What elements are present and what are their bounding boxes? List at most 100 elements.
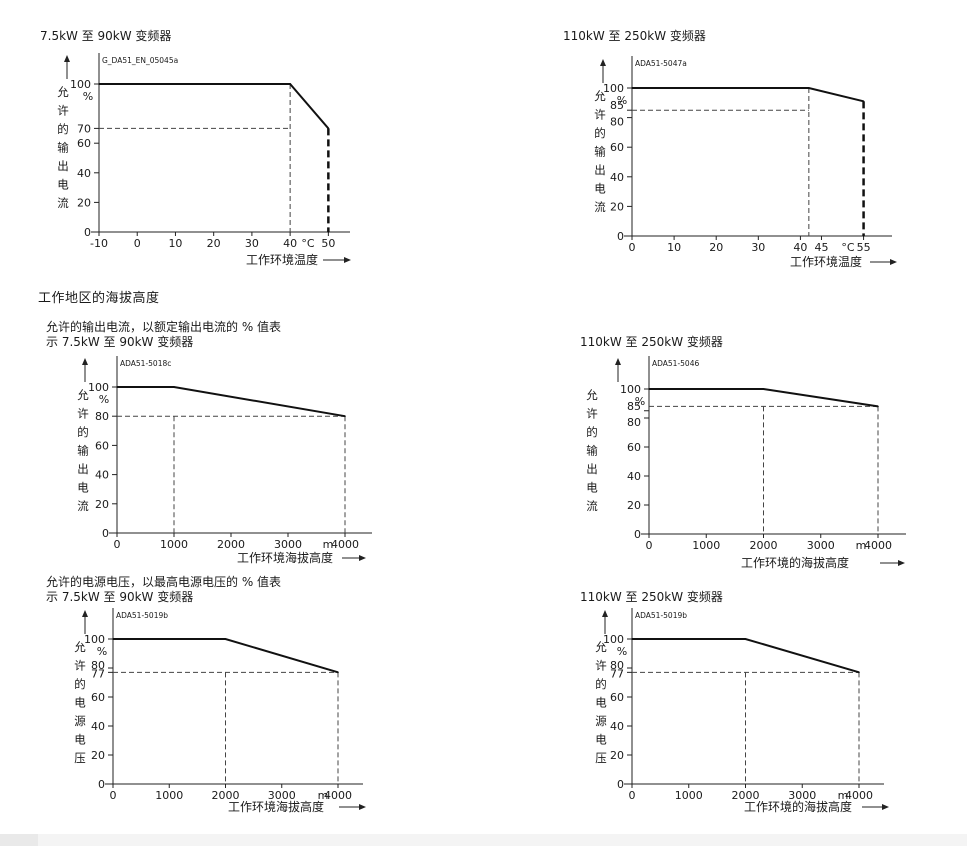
y-arrow-head-icon: [64, 55, 70, 62]
data-point: [808, 87, 810, 89]
x-axis-label: 工作环境的海拔高度: [741, 555, 849, 570]
y-tick-label: 0: [84, 226, 91, 239]
data-point: [858, 671, 860, 674]
x-tick-label: 2000: [750, 539, 778, 552]
x-tick-label: 3000: [807, 539, 835, 552]
x-tick-label: -10: [90, 237, 108, 250]
y-tick-label: 40: [610, 720, 624, 733]
x-tick-label: 10: [667, 241, 681, 254]
y-tick-label: 20: [91, 749, 105, 762]
x-unit-label: m: [323, 538, 334, 551]
x-tick-label: 30: [751, 241, 765, 254]
data-point: [344, 415, 346, 418]
chart-code-label: ADA51-5047a: [635, 59, 687, 68]
y-tick-label: 70: [77, 122, 91, 135]
x-tick-label: 4000: [845, 789, 873, 802]
chart-5-heading-line2: 示 7.5kW 至 90kW 变频器: [46, 590, 194, 604]
chart-2: ADA51-5047a 允许的输出电流 0 20 40 60 80 85 100% 0 10 20 30…: [594, 56, 897, 269]
x-tick-label: 30: [245, 237, 259, 250]
x-tick-label: 3000: [788, 789, 816, 802]
y-unit-label: %: [99, 393, 109, 406]
y-axis-label: 允许的输出电流: [594, 89, 606, 214]
y-tick-label: 85: [610, 99, 624, 112]
x-tick-label: 40: [793, 241, 807, 254]
x-unit-label: °C: [301, 237, 315, 250]
data-point: [112, 638, 114, 640]
y-unit-label: %: [635, 395, 645, 408]
data-point: [862, 100, 865, 103]
data-point: [762, 388, 765, 390]
data-point: [648, 388, 650, 390]
y-tick-label: 60: [91, 691, 105, 704]
x-tick-label: 0: [134, 237, 141, 250]
chart-6-heading: 110kW 至 250kW 变频器: [580, 590, 723, 604]
data-point: [862, 235, 865, 237]
y-axis-label: 允许的输出电流: [57, 85, 69, 210]
x-tick-label: 4000: [331, 538, 359, 551]
x-tick-label: 2000: [212, 789, 240, 802]
y-axis-label: 允许的电源电压: [74, 640, 86, 765]
y-tick-label: 20: [77, 196, 91, 209]
data-point: [631, 638, 633, 640]
y-tick-label: 40: [77, 167, 91, 180]
y-tick-label: 60: [95, 439, 109, 452]
x-tick-label: 0: [629, 241, 636, 254]
x-tick-label: 0: [646, 539, 653, 552]
y-tick-label: 20: [610, 200, 624, 213]
y-tick-label: 100: [603, 633, 624, 646]
y-tick-label: 0: [617, 778, 624, 791]
y-tick-label: 60: [610, 691, 624, 704]
x-unit-label: m: [856, 539, 867, 552]
y-tick-label: 0: [102, 527, 109, 540]
x-axis-label: 工作环境温度: [246, 252, 318, 267]
x-tick-label: 3000: [274, 538, 302, 551]
chart-code-label: ADA51-5019b: [635, 611, 687, 620]
data-point: [631, 87, 633, 89]
data-point: [98, 83, 100, 85]
x-tick-label: 40: [283, 237, 297, 250]
y-tick-label: 0: [617, 230, 624, 243]
x-arrow-head-icon: [890, 259, 897, 265]
y-tick-label: 80: [627, 416, 641, 429]
data-point: [289, 83, 291, 85]
y-tick-label: 100: [603, 82, 624, 95]
x-arrow-head-icon: [359, 804, 366, 810]
y-tick-label: 20: [610, 749, 624, 762]
chart-2-heading: 110kW 至 250kW 变频器: [563, 29, 706, 43]
y-tick-label: 100: [620, 383, 641, 396]
y-axis-label: 允许的输出电流: [586, 388, 598, 513]
y-tick-label: 60: [77, 137, 91, 150]
series-line: [99, 83, 330, 130]
data-point: [224, 638, 227, 640]
series-line: [632, 87, 864, 103]
x-unit-label: m: [318, 789, 329, 802]
y-tick-label: 100: [70, 78, 91, 91]
data-point: [327, 127, 330, 130]
y-tick-label: 60: [627, 441, 641, 454]
y-axis-label: 允许的电源电压: [595, 640, 607, 765]
x-arrow-head-icon: [882, 804, 889, 810]
x-tick-label: 50: [321, 237, 335, 250]
data-point: [116, 386, 118, 388]
y-tick-label: 100: [84, 633, 105, 646]
chart-1-heading: 7.5kW 至 90kW 变频器: [40, 29, 172, 43]
chart-3: ADA51-5018c 允许的输出电流 0 20 40 60 80 100% 0 1000 2000…: [77, 356, 372, 565]
y-tick-label: 80: [610, 659, 624, 672]
y-tick-label: 40: [627, 470, 641, 483]
y-tick-label: 100: [88, 381, 109, 394]
x-tick-label: 0: [114, 538, 121, 551]
y-tick-label: 20: [95, 498, 109, 511]
y-tick-label: 85: [627, 400, 641, 413]
chart-3-heading-line2: 示 7.5kW 至 90kW 变频器: [46, 335, 194, 349]
y-tick-label: 77: [610, 667, 624, 680]
y-tick-label: 60: [610, 141, 624, 154]
series-line: [113, 638, 339, 674]
x-axis-label: 工作环境海拔高度: [237, 550, 333, 565]
x-tick-label: 2000: [217, 538, 245, 551]
x-unit-label: m: [838, 789, 849, 802]
